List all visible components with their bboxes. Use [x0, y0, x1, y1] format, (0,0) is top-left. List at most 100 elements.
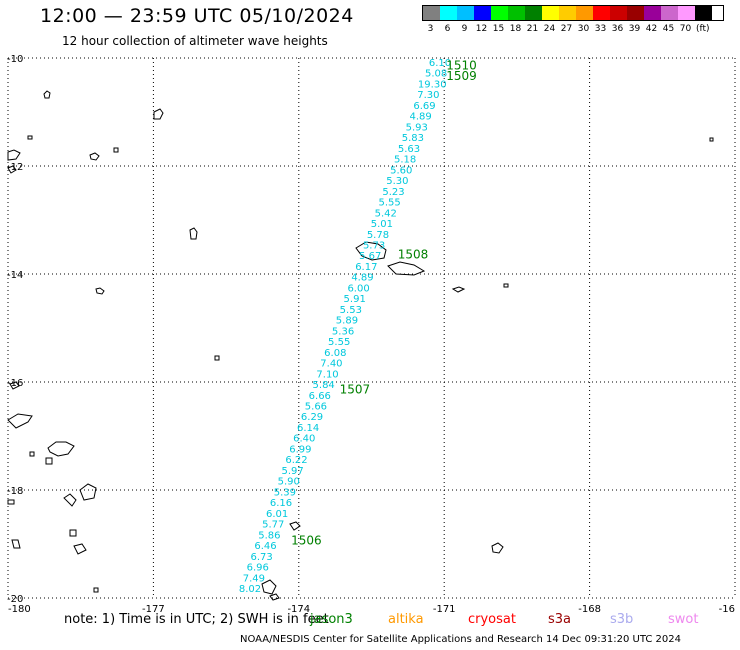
legend-label: 15	[492, 24, 505, 34]
legend-swatch	[440, 6, 457, 20]
y-tick-label: -10	[7, 54, 23, 65]
wave-height-value: 6.40	[293, 434, 315, 445]
wave-height-value: 5.23	[382, 187, 404, 198]
wave-height-value: 7.40	[320, 359, 342, 370]
legend-swatch	[593, 6, 610, 20]
coastline	[451, 286, 466, 293]
x-tick-label: -180	[8, 604, 31, 615]
wave-height-value: 5.55	[378, 198, 400, 209]
wave-height-value: 6.01	[266, 509, 288, 520]
coastline	[89, 152, 100, 161]
pass-label: 1506	[291, 534, 322, 548]
wave-height-value: 6.29	[301, 412, 323, 423]
legend-swatch	[525, 6, 542, 20]
wave-height-value: 6.22	[285, 455, 307, 466]
coastline	[503, 283, 509, 288]
wave-height-value: 5.55	[328, 337, 350, 348]
footnote: note: 1) Time is in UTC; 2) SWH is in fe…	[64, 612, 329, 627]
x-tick-label: -171	[433, 604, 456, 615]
legend-swatches	[422, 5, 724, 21]
wave-height-value: 6.14	[297, 423, 319, 434]
satellite-swot: swot	[668, 612, 699, 627]
wave-height-value: 6.08	[324, 348, 346, 359]
coastline	[45, 457, 53, 465]
legend-label: 45	[662, 24, 675, 34]
coastlines	[7, 90, 714, 601]
wave-height-value: 5.89	[336, 316, 358, 327]
wave-height-value: 19.30	[418, 79, 447, 90]
wave-height-value: 5.39	[274, 487, 296, 498]
legend-swatch	[610, 6, 627, 20]
wave-height-value: 7.10	[316, 369, 338, 380]
wave-height-value: 6.17	[355, 262, 377, 273]
coastline	[63, 493, 77, 507]
y-tick-label: -16	[7, 378, 23, 389]
wave-height-value: 5.01	[371, 219, 393, 230]
page-subtitle: 12 hour collection of altimeter wave hei…	[62, 34, 328, 48]
legend-label: 33	[594, 24, 607, 34]
coastline	[387, 261, 426, 276]
wave-height-value: 6.69	[413, 101, 435, 112]
legend-swatch	[508, 6, 525, 20]
wave-height-value: 5.18	[394, 155, 416, 166]
satellite-altika: altika	[388, 612, 424, 627]
legend-swatch	[491, 6, 508, 20]
legend-swatch	[661, 6, 678, 20]
legend-swatch	[474, 6, 491, 20]
legend-label: 39	[628, 24, 641, 34]
wave-height-value: 8.02	[239, 584, 261, 595]
coastline	[43, 90, 51, 99]
coastline	[491, 542, 504, 554]
wave-height-value: 6.99	[289, 444, 311, 455]
legend-label: 21	[526, 24, 539, 34]
coastline	[7, 499, 15, 505]
satellite-cryosat: cryosat	[468, 612, 516, 627]
coastline	[289, 521, 301, 531]
legend-swatch	[695, 6, 712, 20]
satellite-jason3: jason3	[310, 612, 353, 627]
legend-swatch	[423, 6, 440, 20]
wave-height-value: 5.97	[282, 466, 304, 477]
axis-labels: -180 -177 -174 -171 -168 -16 -10 -12 -14 -16 -18 -2…	[7, 54, 735, 615]
altimeter-track: 6.105.0819.307.306.694.895.935.835.635.1…	[239, 58, 451, 595]
wave-height-value: 7.30	[417, 90, 439, 101]
map-grid	[7, 57, 736, 599]
coastline	[113, 147, 119, 153]
credit-line: NOAA/NESDIS Center for Satellite Applica…	[240, 634, 682, 645]
wave-height-value: 5.86	[258, 530, 280, 541]
wave-height-value: 5.53	[340, 305, 362, 316]
y-tick-label: -14	[7, 270, 23, 281]
wave-height-value: 6.10	[429, 58, 451, 69]
pass-label: 1509	[446, 69, 477, 83]
pass-label: 1508	[398, 247, 429, 261]
wave-height-value: 6.00	[347, 283, 369, 294]
legend-swatch	[576, 6, 593, 20]
color-legend: 3 6 9 12 15 18 21 24 27 30 33 36 39 42 45 70 (ft)	[422, 5, 724, 34]
page-title: 12:00 — 23:59 UTC 05/10/2024	[40, 5, 354, 27]
coastline	[7, 165, 17, 174]
y-tick-label: -20	[7, 594, 23, 605]
legend-label: 18	[509, 24, 522, 34]
coastline	[709, 137, 714, 142]
coastline	[29, 451, 35, 457]
wave-height-value: 5.77	[262, 520, 284, 531]
legend-label: 24	[543, 24, 556, 34]
coastline	[11, 539, 21, 549]
coastline	[93, 587, 99, 593]
wave-height-value: 7.49	[243, 573, 265, 584]
wave-height-value: 6.16	[270, 498, 292, 509]
legend-swatch	[457, 6, 474, 20]
coastline	[69, 529, 77, 537]
coastline	[7, 149, 21, 161]
coastline	[189, 227, 198, 240]
coastline	[214, 355, 220, 361]
y-tick-label: -12	[7, 162, 23, 173]
x-tick-label: -168	[578, 604, 601, 615]
wave-height-value: 5.60	[390, 165, 412, 176]
legend-swatch	[559, 6, 576, 20]
wave-height-value: 5.84	[313, 380, 335, 391]
wave-height-value: 5.36	[332, 326, 354, 337]
coastline	[153, 108, 164, 120]
